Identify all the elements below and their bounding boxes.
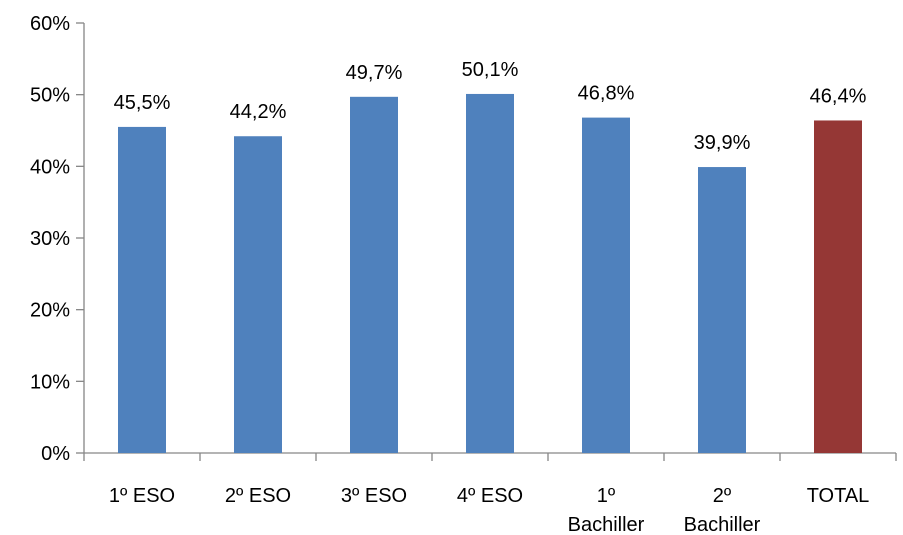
data-label: 46,4% (810, 85, 867, 107)
x-tick-label: 1º Bachiller (568, 485, 645, 535)
bar (234, 136, 282, 453)
data-label: 44,2% (230, 101, 287, 123)
y-tick-label: 50% (30, 85, 70, 107)
y-tick-label: 40% (30, 156, 70, 178)
data-label: 39,9% (694, 132, 751, 154)
y-tick-label: 20% (30, 300, 70, 322)
data-label: 46,8% (578, 83, 635, 105)
y-tick-label: 0% (41, 443, 70, 465)
bar (466, 93, 514, 453)
y-tick-label: 60% (30, 13, 70, 35)
x-tick-label: 2º ESO (225, 485, 291, 507)
bar (350, 96, 398, 454)
x-tick-label: 1º ESO (109, 485, 175, 507)
data-label: 50,1% (462, 59, 519, 81)
bar (814, 120, 862, 453)
bar (582, 117, 630, 453)
x-tick-label: 3º ESO (341, 485, 407, 507)
y-tick-label: 10% (30, 371, 70, 393)
x-tick-label: TOTAL (807, 485, 870, 507)
bar (698, 167, 746, 454)
data-labels: 45,5% 44,2% 49,7% 50,1% 46,8% 39,9% 46,4% (114, 59, 867, 154)
bar (118, 126, 166, 454)
y-tick-label: 30% (30, 228, 70, 250)
data-label: 45,5% (114, 92, 171, 114)
x-axis: 1º ESO 2º ESO 3º ESO 4º ESO 1º Bachiller 2º Bac… (83, 452, 897, 535)
x-tick-label: 2º Bachiller (684, 485, 761, 535)
bars (118, 93, 862, 454)
x-tick-label: 4º ESO (457, 485, 523, 507)
y-axis: 0% 10% 20% 30% 40% 50% 60% (30, 13, 85, 465)
data-label: 49,7% (346, 62, 403, 84)
